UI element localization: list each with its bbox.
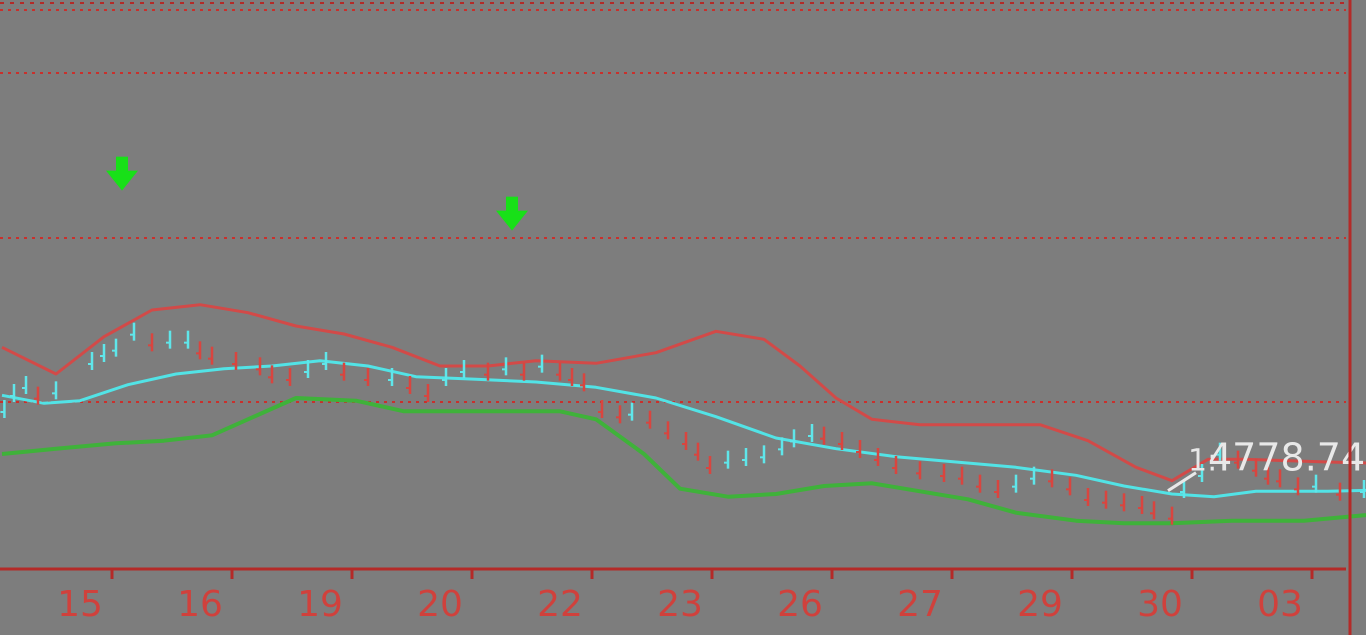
x-tick-label: 22 — [537, 584, 583, 625]
annotation-pointer — [1167, 471, 1197, 492]
down-arrow-icon — [496, 196, 528, 231]
annotation-prefix: 1: — [1188, 444, 1217, 479]
price-annotation: 1: 4778.74 — [1167, 436, 1365, 492]
annotation-value-label: 4778.74 — [1208, 436, 1365, 480]
x-tick-label: 20 — [417, 584, 463, 625]
x-tick-label: 16 — [177, 584, 223, 625]
down-arrow-icon — [106, 156, 138, 191]
x-tick-label: 27 — [897, 584, 943, 625]
x-tick-label: 19 — [297, 584, 343, 625]
x-tick-label: 29 — [1017, 584, 1063, 625]
x-tick-labels: 15 16 19 20 22 23 26 27 29 30 03 — [57, 584, 1303, 625]
band-lines — [1, 303, 1366, 526]
x-tick-label: 03 — [1257, 584, 1303, 625]
x-tick-label: 23 — [657, 584, 703, 625]
middle-band-line — [1, 359, 1366, 499]
arrow-shaft — [506, 196, 518, 213]
price-bars — [0, 322, 1366, 525]
arrow-head — [496, 210, 528, 231]
lower-band-line — [1, 396, 1366, 526]
signal-arrows — [106, 156, 528, 231]
x-tick-label: 26 — [777, 584, 823, 625]
upper-band-line — [1, 303, 1366, 483]
x-tick-label: 15 — [57, 584, 103, 625]
x-tick-label: 30 — [1137, 584, 1183, 625]
arrow-head — [106, 170, 138, 191]
arrow-shaft — [116, 156, 128, 173]
